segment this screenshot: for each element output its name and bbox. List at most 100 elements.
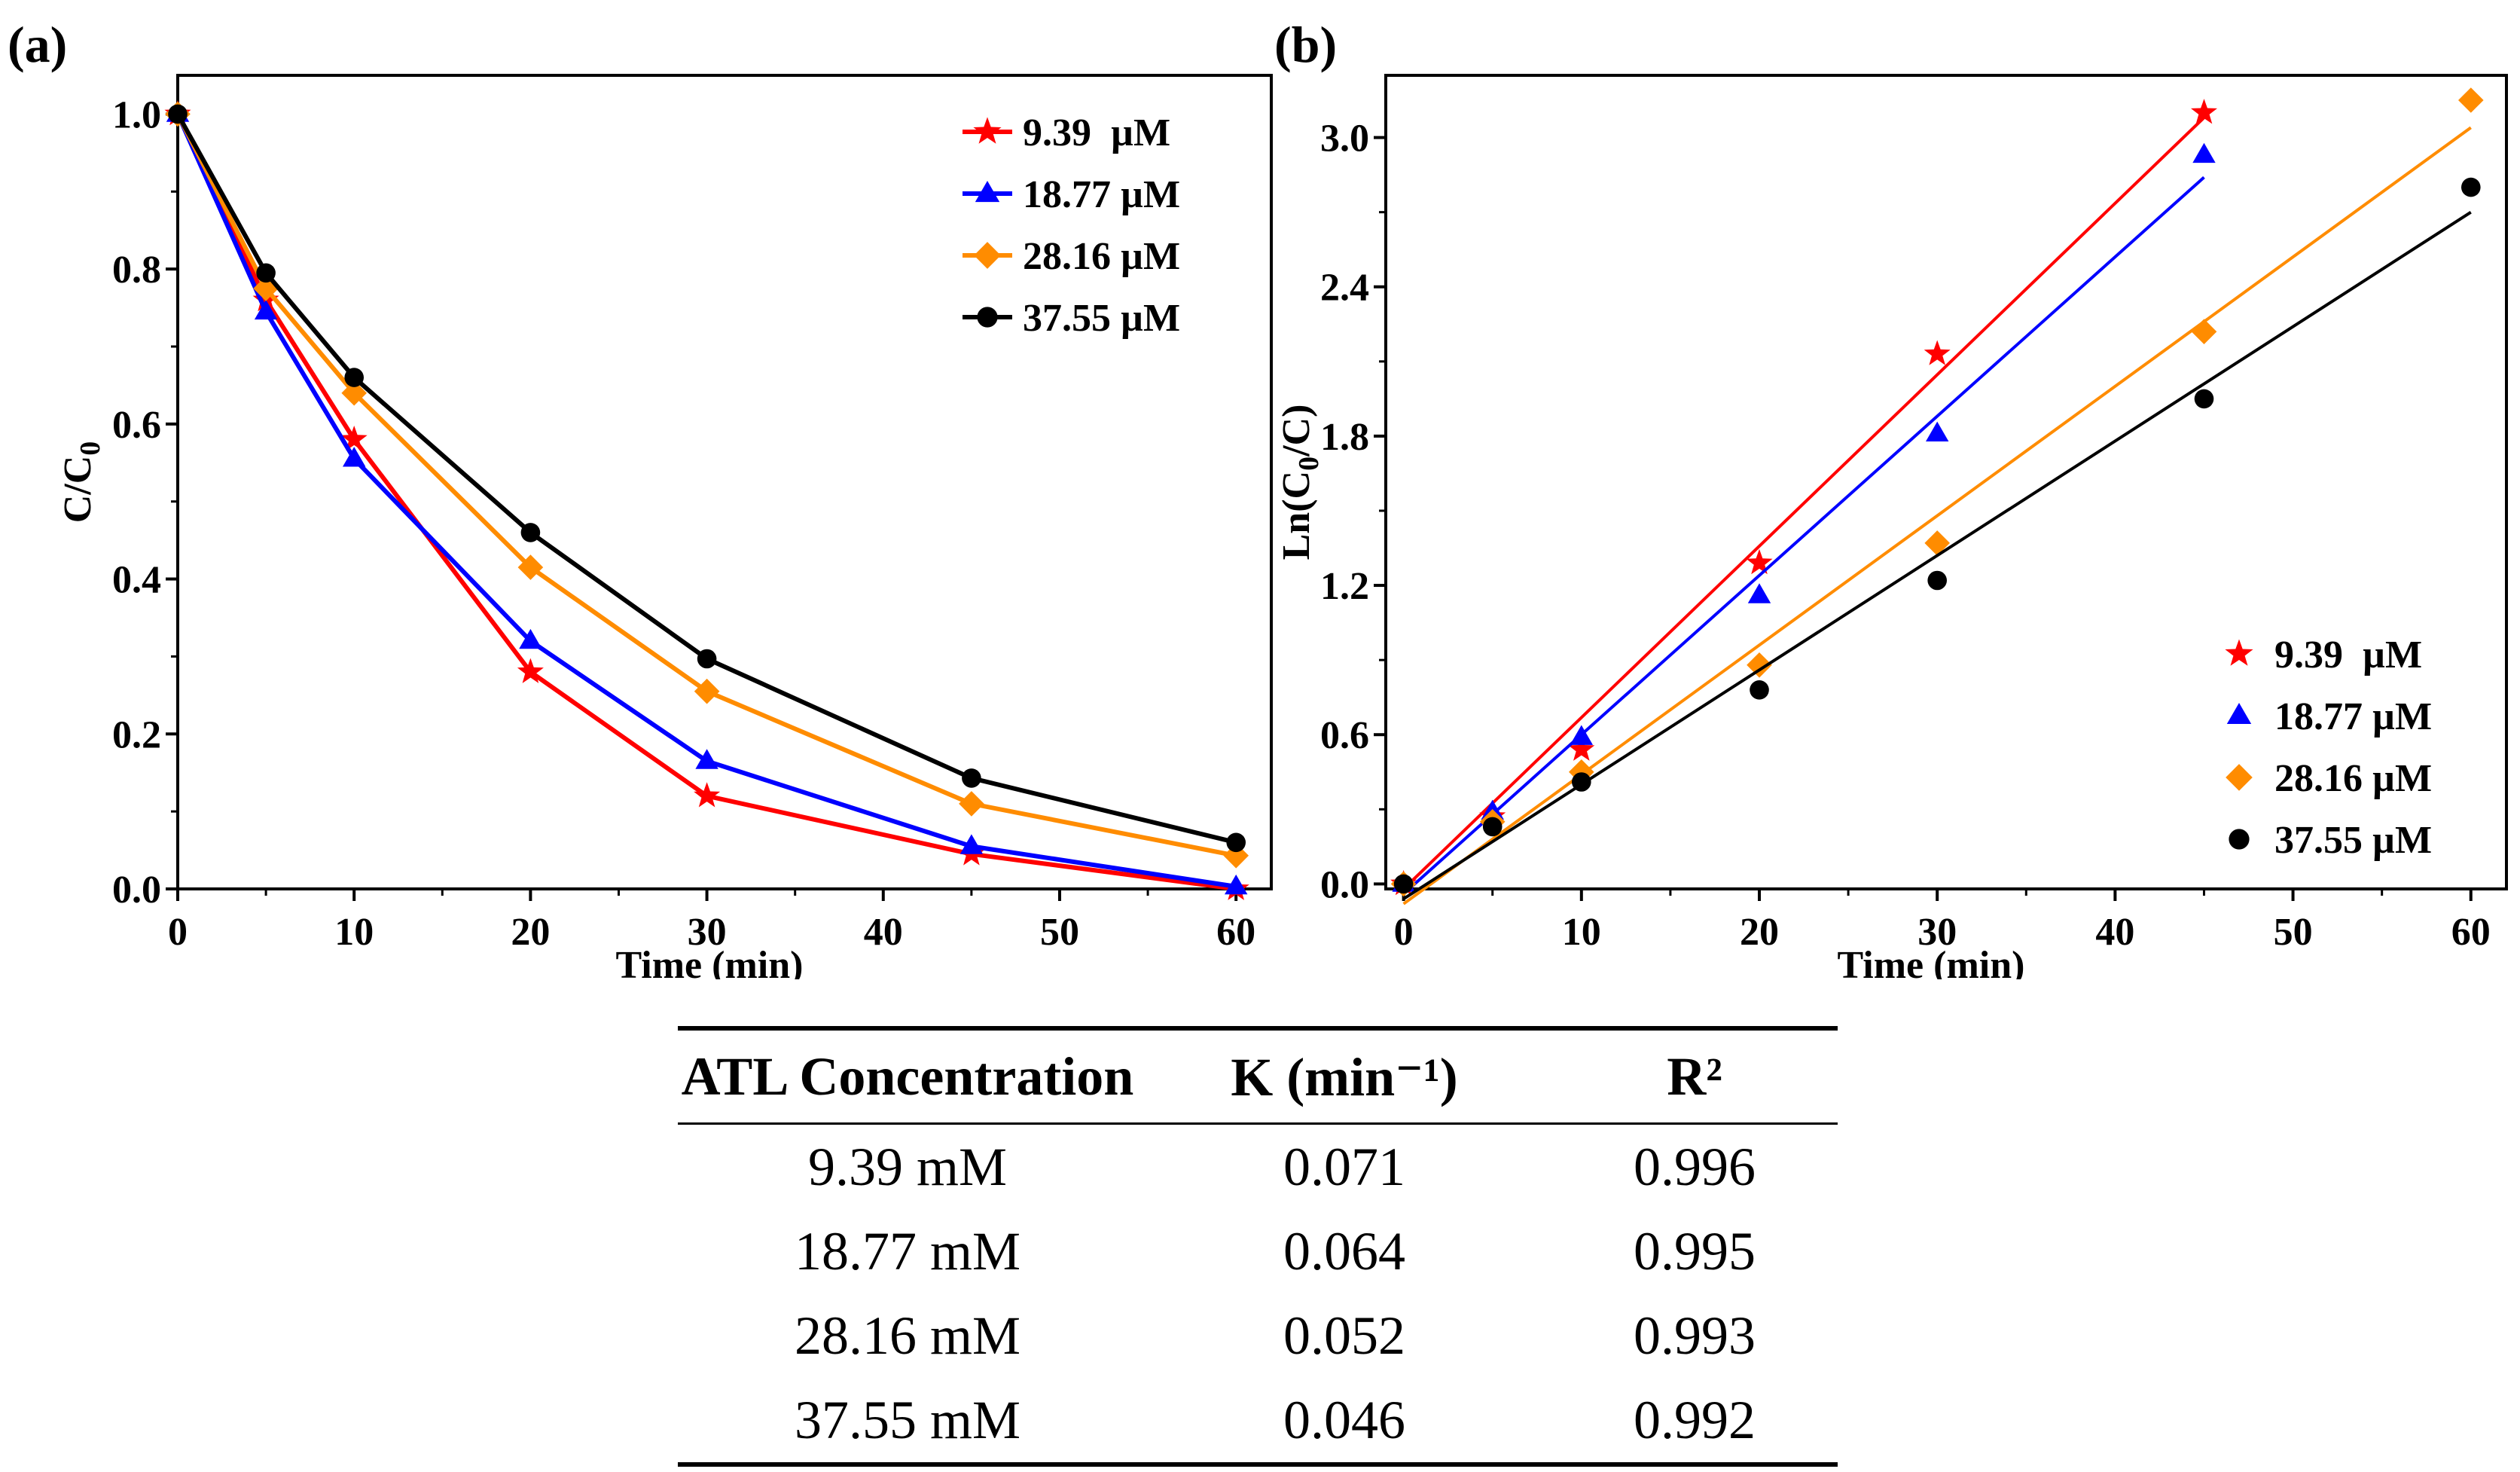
legend-marker [975, 181, 1000, 203]
x-tick-label: 60 [1216, 911, 1255, 954]
data-point [344, 368, 365, 387]
cell-concentration: 28.16 mM [794, 1305, 1021, 1366]
series-line [175, 113, 1237, 889]
x-tick-label: 20 [1740, 911, 1779, 954]
y-tick-label: 1.0 [112, 93, 161, 136]
header-r2: R² [1551, 1026, 1838, 1125]
data-point [694, 678, 720, 704]
data-point [2191, 99, 2217, 124]
y-tick-label: 0.2 [112, 713, 161, 756]
data-point [519, 628, 542, 649]
y-tick-label: 0.6 [112, 404, 161, 447]
data-point [168, 104, 188, 124]
data-point [1570, 725, 1593, 745]
data-point [959, 791, 984, 817]
legend-label: 37.55 µM [2274, 819, 2432, 862]
legend-label: 37.55 µM [1023, 297, 1180, 340]
data-point [697, 649, 717, 669]
chart-panel-b: 0 10 20 30 40 50 60 0.0 0.6 1.2 1.8 2.4 3.0 Time (min… [1275, 74, 2508, 979]
chart-panel-a: 0 10 20 30 40 50 60 0.0 0.2 0.4 0.6 0.8 1.0 Time (min… [56, 74, 1273, 979]
y-tick-label: 3.0 [1320, 118, 1369, 160]
series-18.77-µM [166, 102, 1248, 895]
y-label-main: C/C [56, 456, 99, 524]
cell-k: 0.071 [1283, 1136, 1405, 1197]
data-point [341, 380, 367, 406]
fit-line [1402, 116, 2205, 890]
x-tick-label: 20 [511, 911, 550, 954]
x-tick-label: 0 [168, 911, 188, 954]
legend-marker [2229, 829, 2250, 850]
y-tick-label: 2.4 [1320, 267, 1369, 310]
data-point [1482, 817, 1503, 837]
data-point [959, 834, 984, 854]
header-atl-concentration: ATL Concentration [678, 1026, 1137, 1125]
legend-label: 18.77 µM [2274, 695, 2432, 738]
y-label-suffix: /C) [1275, 405, 1318, 457]
legend-label: 9.39 µM [2274, 634, 2422, 676]
x-tick-label: 40 [864, 911, 903, 954]
legend-label: 28.16 µM [1023, 235, 1180, 278]
series-37.55-µM [168, 104, 1246, 853]
data-point [695, 749, 718, 769]
cell-concentration: 18.77 mM [794, 1220, 1021, 1281]
data-point [256, 263, 276, 283]
data-point [1747, 652, 1772, 678]
y-tick-label: 1.8 [1320, 416, 1369, 459]
series-9.39-µM [164, 100, 1249, 900]
cell-k: 0.046 [1137, 1378, 1551, 1467]
fit-line [1402, 176, 2205, 896]
legend-marker [974, 242, 1001, 269]
x-tick-label: 0 [1394, 911, 1414, 954]
header-k: K (min⁻¹) [1137, 1026, 1551, 1125]
x-tick-label: 50 [2274, 911, 2313, 954]
data-point [1225, 874, 1248, 895]
y-label-prefix: Ln(C [1275, 471, 1318, 560]
legend-marker [2226, 703, 2252, 724]
series-line [175, 112, 1237, 845]
data-point [254, 299, 278, 320]
plot-frame [176, 74, 1273, 890]
panel-a-label: (a) [8, 16, 67, 73]
x-tick-label: 50 [1040, 911, 1079, 954]
series-line [175, 113, 1237, 858]
table-header-row: ATL Concentration K (min⁻¹) R² [678, 1026, 1838, 1125]
cell-k: 0.052 [1283, 1305, 1405, 1366]
rate-constant-table: ATL Concentration K (min⁻¹) R² 9.39 mM 0… [678, 1026, 1838, 1467]
x-tick-label: 30 [688, 911, 727, 954]
cell-r2: 0.996 [1634, 1136, 1756, 1197]
data-point [1746, 548, 1773, 575]
y-tick-label: 0.4 [112, 559, 161, 602]
data-point [1926, 421, 1949, 441]
data-point [1393, 874, 1414, 894]
legend-marker [973, 117, 1002, 144]
y-label-subscript: 0 [1293, 457, 1325, 471]
data-point [2194, 389, 2214, 409]
data-point [1750, 680, 1769, 700]
y-axis-label: Ln(C0/C) [1275, 405, 1325, 560]
rate-constant-table-wrapper: ATL Concentration K (min⁻¹) R² 9.39 mM 0… [678, 1026, 1838, 1467]
data-point [2458, 87, 2484, 113]
x-axis-label: Time (min) [616, 944, 804, 979]
plot-frame [1384, 74, 2508, 890]
legend: 9.39 µM 18.77 µM 28.16 µM 37.55 µM [2225, 634, 2432, 862]
y-tick-label: 1.2 [1320, 565, 1369, 608]
y-tick-label: 0.6 [1320, 714, 1369, 757]
table-row: 18.77 mM 0.064 0.995 [678, 1209, 1838, 1293]
y-tick-label: 0.8 [112, 249, 161, 292]
data-point [1568, 735, 1595, 761]
data-point [694, 782, 721, 808]
data-point [340, 426, 368, 451]
legend-label: 28.16 µM [2274, 757, 2432, 800]
y-label-subscript: 0 [75, 441, 106, 456]
cell-r2: 0.993 [1634, 1305, 1756, 1366]
x-tick-label: 30 [1917, 911, 1957, 954]
data-point [2192, 142, 2216, 163]
x-axis-label: Time (min) [1838, 944, 2025, 979]
cell-r2: 0.992 [1551, 1378, 1838, 1467]
cell-concentration: 37.55 mM [678, 1378, 1137, 1467]
legend-marker [977, 307, 998, 328]
data-point [517, 554, 544, 580]
y-tick-label: 0.0 [112, 869, 161, 912]
x-tick-label: 10 [334, 911, 374, 954]
data-point [517, 658, 544, 683]
